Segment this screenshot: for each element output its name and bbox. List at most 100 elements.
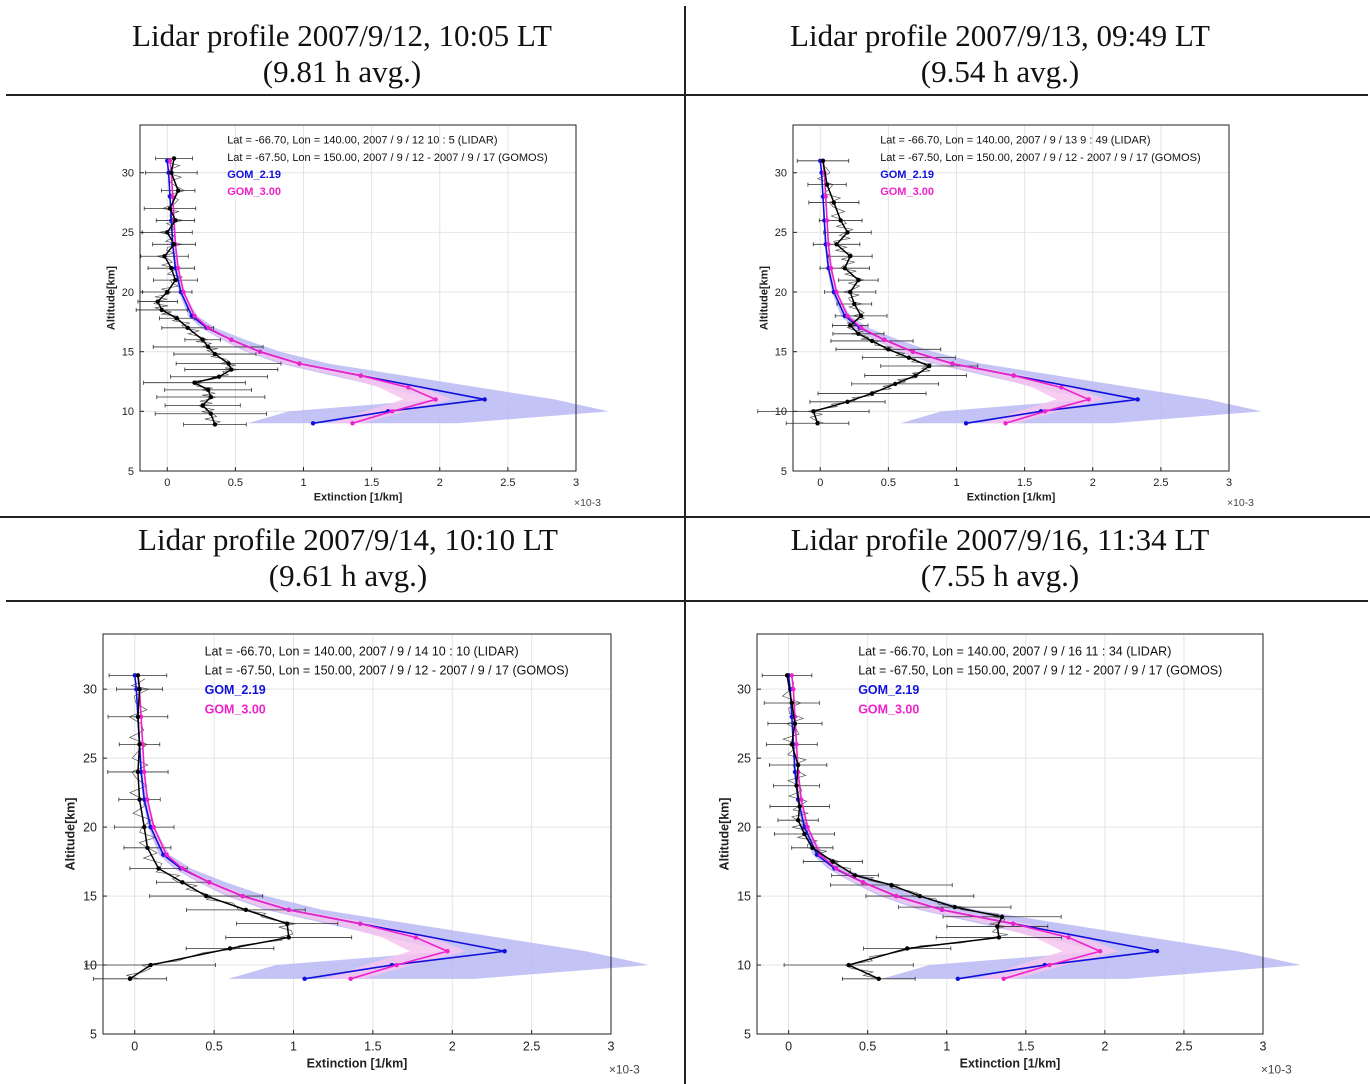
lidar-point bbox=[913, 373, 918, 378]
x-tick-label: 2.5 bbox=[1175, 1040, 1192, 1054]
lidar-point bbox=[789, 742, 794, 747]
gom-3-00-point bbox=[833, 866, 839, 871]
lidar-point bbox=[137, 742, 142, 747]
gom-3-00-point bbox=[142, 769, 147, 775]
legend-gom-2-19: GOM_2.19 bbox=[880, 169, 934, 181]
chart-4: 0 0.5 1 1.5 2 2.5 3 5 10 15 20 25 30 Extinction [1/km… bbox=[717, 633, 1301, 1077]
gom-2-19-point bbox=[789, 714, 794, 719]
x-tick-label: 3 bbox=[1226, 477, 1232, 489]
lidar-point bbox=[226, 361, 231, 366]
lidar-point bbox=[167, 206, 173, 211]
gom-2-19-point bbox=[148, 824, 153, 830]
gom-3-00-point bbox=[445, 949, 450, 954]
lidar-point bbox=[797, 804, 802, 809]
gom-3-00-point bbox=[192, 313, 197, 319]
y-tick-label: 20 bbox=[83, 820, 97, 834]
gom-3-00-point bbox=[860, 880, 866, 885]
y-tick-label: 20 bbox=[775, 287, 787, 299]
gom-3-00-point bbox=[140, 742, 145, 747]
gom-2-19-point bbox=[502, 949, 507, 954]
lidar-point bbox=[848, 323, 853, 328]
gom-3-00-point bbox=[180, 866, 185, 871]
panel-1-title-line2: (9.81 h avg.) bbox=[262, 54, 422, 89]
gom-3-00-point bbox=[834, 289, 839, 295]
gom-2-19-point bbox=[1135, 397, 1140, 402]
lidar-point bbox=[284, 921, 290, 926]
lidar-point bbox=[842, 265, 847, 271]
lidar-point bbox=[155, 299, 160, 304]
x-axis-multiplier: ×10-3 bbox=[1261, 1063, 1292, 1077]
gom-3-00-point bbox=[824, 218, 830, 223]
gom-2-19-point bbox=[802, 824, 807, 830]
gom-2-19-point bbox=[1154, 949, 1160, 954]
gom-3-00-point bbox=[1059, 385, 1064, 390]
lidar-point bbox=[815, 421, 820, 426]
lidar-point bbox=[869, 391, 875, 396]
lidar-point bbox=[180, 880, 185, 885]
legend-gom-2-19: GOM_2.19 bbox=[227, 169, 281, 181]
lidar-point bbox=[135, 714, 141, 719]
lidar-point bbox=[185, 325, 190, 331]
legend-gom-3-00: GOM_3.00 bbox=[227, 186, 281, 198]
lidar-point bbox=[173, 218, 178, 223]
lidar-point bbox=[845, 230, 850, 235]
x-tick-label: 0 bbox=[131, 1040, 138, 1054]
lidar-point bbox=[906, 355, 912, 360]
gom-2-19-point bbox=[310, 421, 316, 426]
panel-1-title-line1: Lidar profile 2007/9/12, 10:05 LT bbox=[132, 18, 552, 53]
gom-3-00-point bbox=[858, 325, 864, 331]
lidar-point bbox=[784, 673, 790, 678]
y-tick-label: 20 bbox=[737, 820, 751, 834]
y-tick-label: 25 bbox=[83, 752, 97, 766]
gom-2-19-point bbox=[161, 852, 166, 857]
lidar-raw-trace bbox=[781, 682, 1009, 980]
lidar-point bbox=[858, 313, 864, 319]
gom-3-00-point bbox=[1047, 962, 1052, 968]
x-axis-label: Extinction [1/km] bbox=[307, 1056, 408, 1070]
lidar-point bbox=[212, 422, 218, 427]
lidar-point bbox=[162, 254, 167, 259]
gom-2-19-point bbox=[814, 852, 820, 857]
panel-2-title-line1: Lidar profile 2007/9/13, 09:49 LT bbox=[790, 18, 1210, 53]
lidar-line bbox=[812, 160, 931, 424]
gom-2-19-point bbox=[138, 769, 144, 775]
gom-3-00-point bbox=[164, 852, 169, 857]
x-axis-label: Extinction [1/km] bbox=[960, 1056, 1061, 1070]
gom-3-00-point bbox=[205, 325, 211, 331]
legend-lidar-info: Lat = -66.70, Lon = 140.00, 2007 / 9 / 1… bbox=[227, 135, 497, 147]
lidar-point bbox=[848, 254, 853, 259]
lidar-point bbox=[171, 156, 177, 161]
gom-2-19-line bbox=[819, 160, 1138, 425]
x-tick-label: 1.5 bbox=[1017, 477, 1032, 489]
lidar-point bbox=[216, 374, 222, 379]
panel-4-title-line2: (7.55 h avg.) bbox=[920, 558, 1080, 593]
lidar-point bbox=[824, 182, 830, 187]
gom-3-00-uncertainty-band bbox=[791, 675, 1119, 979]
gom-3-00-point bbox=[893, 893, 899, 899]
lidar-point bbox=[229, 367, 234, 372]
gom-3-00-point bbox=[794, 742, 799, 747]
x-tick-label: 2.5 bbox=[523, 1040, 540, 1054]
gom-2-19-point bbox=[482, 397, 487, 402]
gom-2-19-point bbox=[134, 686, 139, 692]
legend-gom-3-00: GOM_3.00 bbox=[205, 702, 266, 716]
panel-3-title: Lidar profile 2007/9/14, 10:10 LT (9.61 … bbox=[0, 522, 696, 594]
y-tick-label: 20 bbox=[122, 287, 134, 299]
y-axis-label: Altitude[km] bbox=[63, 798, 77, 871]
lower-title-divider bbox=[6, 600, 1368, 602]
gom-3-00-point bbox=[151, 824, 156, 830]
lidar-point bbox=[995, 924, 1000, 929]
panel-4-title-line1: Lidar profile 2007/9/16, 11:34 LT bbox=[790, 522, 1210, 557]
gom-3-00-point bbox=[358, 373, 363, 378]
plot-frame bbox=[139, 124, 577, 472]
gom-3-00-point bbox=[1011, 373, 1016, 378]
legend-gomos-info: Lat = -67.50, Lon = 150.00, 2007 / 9 / 1… bbox=[227, 152, 547, 164]
top-divider bbox=[6, 94, 1368, 96]
gom-3-00-point bbox=[882, 337, 887, 342]
x-tick-label: 1 bbox=[290, 1040, 297, 1054]
lidar-point bbox=[869, 338, 875, 344]
x-axis-label: Extinction [1/km] bbox=[314, 492, 403, 504]
panel-3-title-line1: Lidar profile 2007/9/14, 10:10 LT bbox=[138, 522, 558, 557]
gom-3-00-point bbox=[286, 907, 291, 913]
y-tick-label: 15 bbox=[83, 889, 97, 903]
